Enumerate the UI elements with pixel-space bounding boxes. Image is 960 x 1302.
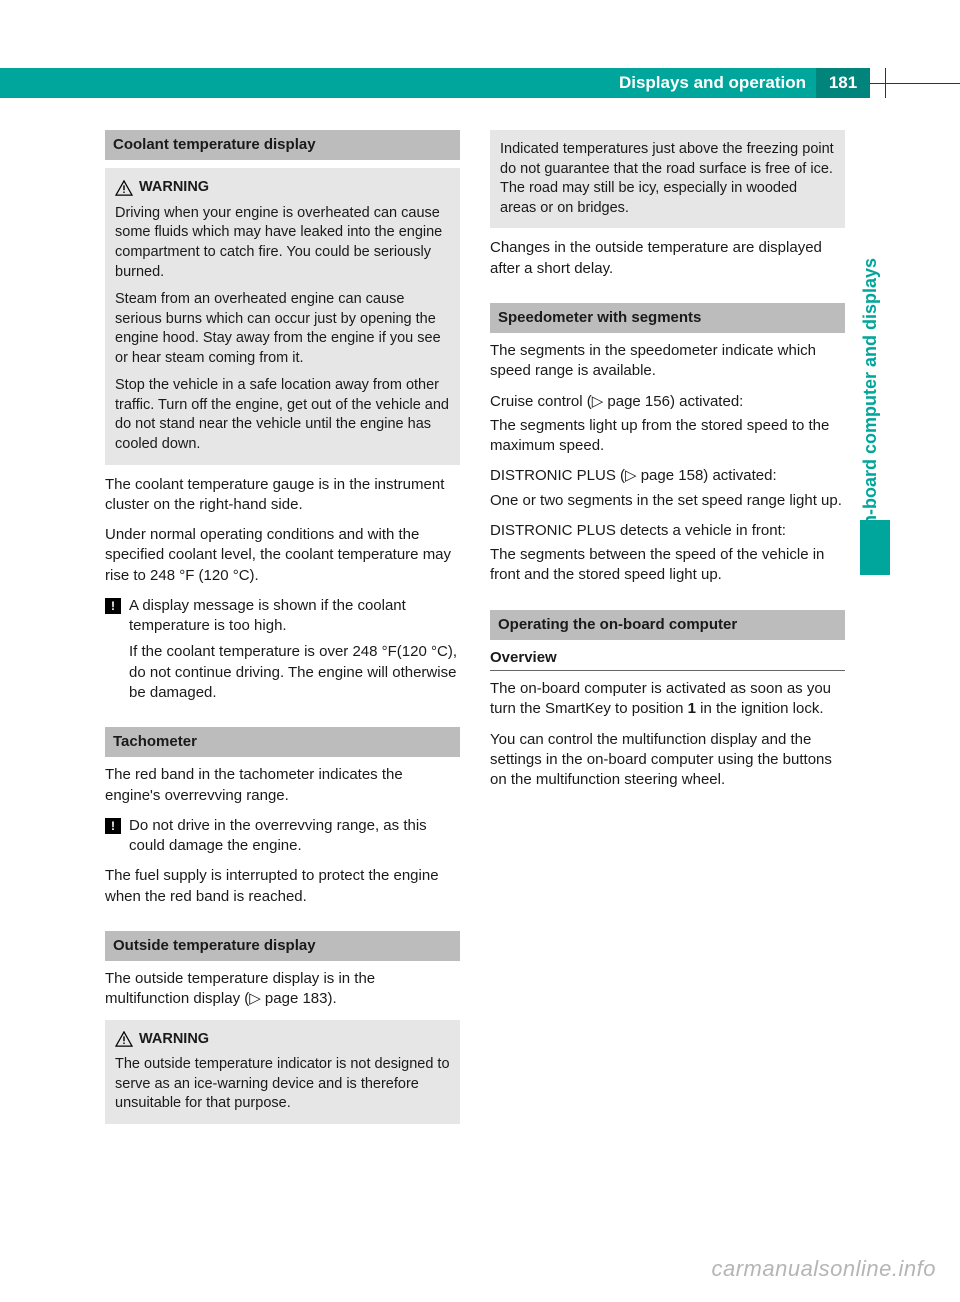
column-left: Coolant temperature display WARNING Driv… [105,130,460,1124]
warning-text: Driving when your engine is overheated c… [115,204,450,282]
warning-text: Indicated temperatures just above the fr… [500,140,835,218]
side-tab-label: On-board computer and displays [860,130,890,540]
body-text: The coolant temperature gauge is in the … [105,475,460,516]
body-text: The fuel supply is interrupted to protec… [105,866,460,907]
page: Displays and operation 181 On-board comp… [0,0,960,1302]
note-text: A display message is shown if the coolan… [129,596,460,637]
section-head-coolant: Coolant temperature display [105,130,460,160]
body-text: Cruise control (▷ page 156) activated: [490,392,845,412]
warning-triangle-icon [115,1031,133,1047]
subhead-overview: Overview [490,648,845,671]
crop-line-vertical [885,68,886,98]
section-head-speedometer: Speedometer with segments [490,303,845,333]
warning-head: WARNING [115,178,450,198]
warning-box-continued: Indicated temperatures just above the fr… [490,130,845,228]
section-head-tachometer: Tachometer [105,727,460,757]
warning-label: WARNING [139,178,209,198]
body-text: One or two segments in the set speed ran… [490,491,845,511]
crop-line-horizontal [870,83,960,84]
body-text: DISTRONIC PLUS (▷ page 158) activated: [490,466,845,486]
note-body: A display message is shown if the coolan… [129,596,460,703]
header-title: Displays and operation [619,73,816,93]
note-block: ! A display message is shown if the cool… [105,596,460,703]
warning-text: Stop the vehicle in a safe location away… [115,376,450,454]
section-head-outside-temp: Outside temperature display [105,931,460,961]
body-text: The segments between the speed of the ve… [490,545,845,586]
note-text: Do not drive in the overrevving range, a… [129,816,460,857]
note-body: Do not drive in the overrevving range, a… [129,816,460,857]
warning-box-outside-temp: WARNING The outside temperature indicato… [105,1020,460,1124]
warning-text: Steam from an overheated engine can caus… [115,290,450,368]
warning-head: WARNING [115,1030,450,1050]
note-text: If the coolant temperature is over 248 °… [129,642,460,703]
body-text: Under normal operating conditions and wi… [105,525,460,586]
note-block: ! Do not drive in the overrevving range,… [105,816,460,857]
body-text: DISTRONIC PLUS detects a vehicle in fron… [490,521,845,541]
warning-box-coolant: WARNING Driving when your engine is over… [105,168,460,464]
body-text: The red band in the tachometer indicates… [105,765,460,806]
warning-triangle-icon [115,180,133,196]
content-area: Coolant temperature display WARNING Driv… [105,130,845,1124]
page-number: 181 [816,68,870,98]
warning-text: The outside temperature indicator is not… [115,1055,450,1114]
note-exclaim-icon: ! [105,818,121,834]
note-exclaim-icon: ! [105,598,121,614]
body-text: The on-board computer is activated as so… [490,679,845,720]
header-bar: Displays and operation 181 [0,68,870,98]
body-text: The outside temperature display is in th… [105,969,460,1010]
body-text: The segments light up from the stored sp… [490,416,845,457]
side-tab-highlight [860,520,890,575]
body-text: The segments in the speedometer indicate… [490,341,845,382]
section-head-onboard-computer: Operating the on-board computer [490,610,845,640]
watermark-text: carmanualsonline.info [711,1256,936,1282]
body-text: Changes in the outside temperature are d… [490,238,845,279]
body-text: You can control the multifunction displa… [490,730,845,791]
column-right: Indicated temperatures just above the fr… [490,130,845,1124]
warning-label: WARNING [139,1030,209,1050]
